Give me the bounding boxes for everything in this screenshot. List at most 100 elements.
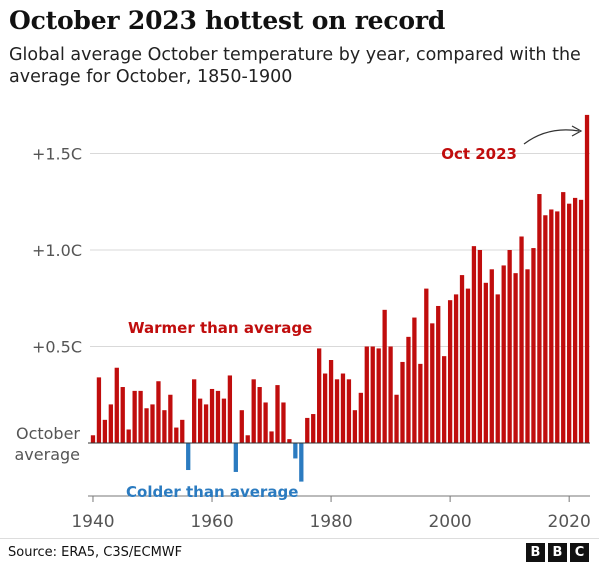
- bar: [186, 443, 191, 471]
- baseline-label-line1: October: [16, 424, 80, 443]
- bar: [263, 402, 268, 443]
- bar: [245, 435, 250, 443]
- x-tick-label: 2000: [428, 512, 471, 532]
- bar: [281, 402, 286, 443]
- bar: [287, 439, 292, 443]
- y-tick-label: +1.0C: [32, 241, 82, 260]
- y-axis-labels: +0.5C +1.0C +1.5C October average: [15, 145, 83, 465]
- bar: [156, 381, 161, 443]
- bar: [126, 429, 131, 443]
- bar: [209, 388, 215, 443]
- bar: [144, 408, 149, 443]
- bar: [346, 379, 352, 443]
- chart-subtitle: Global average October temperature by ye…: [9, 45, 581, 87]
- bar: [501, 265, 506, 443]
- bar: [436, 305, 441, 443]
- x-tick-label: 1980: [309, 512, 352, 532]
- bar: [388, 346, 393, 443]
- bar: [370, 346, 375, 443]
- bbc-logo-letter: C: [570, 543, 589, 562]
- bar: [239, 410, 244, 443]
- bar: [90, 435, 96, 443]
- bar: [340, 373, 346, 443]
- bar: [221, 398, 227, 443]
- bar: [132, 390, 137, 443]
- bar: [203, 404, 209, 443]
- bar: [138, 390, 143, 443]
- bar: [489, 269, 494, 443]
- bar: [269, 431, 274, 443]
- bar: [150, 404, 155, 443]
- bar: [567, 203, 572, 443]
- bar: [459, 275, 465, 443]
- bar: [275, 385, 280, 443]
- annotations: Warmer than average Colder than average Oc…: [126, 125, 583, 501]
- bar: [394, 394, 399, 443]
- bar: [465, 288, 471, 443]
- bar: [453, 294, 459, 443]
- bar: [406, 336, 411, 443]
- bar: [251, 379, 256, 443]
- warmer-than-average-label: Warmer than average: [128, 319, 312, 337]
- bar: [317, 348, 322, 443]
- bar: [257, 387, 262, 443]
- bar: [531, 248, 536, 443]
- x-tick-label: 1960: [190, 512, 233, 532]
- bar: [168, 394, 173, 443]
- chart-title: October 2023 hottest on record: [9, 6, 446, 35]
- gridlines: [90, 153, 590, 347]
- bar: [108, 404, 113, 443]
- bar: [102, 419, 108, 443]
- bbc-logo-letter: B: [526, 543, 545, 562]
- x-axis: 1940 1960 1980 2000 2020: [71, 442, 591, 532]
- bar: [537, 194, 542, 443]
- bar: [495, 294, 500, 443]
- bar: [471, 246, 477, 443]
- bar: [299, 443, 304, 482]
- record-arrowhead: [571, 125, 583, 137]
- bar: [418, 363, 423, 443]
- bar: [376, 348, 381, 443]
- bar: [572, 197, 578, 443]
- record-year-label: Oct 2023: [441, 145, 517, 163]
- bar: [549, 209, 554, 443]
- bar: [358, 392, 363, 443]
- bar: [334, 379, 340, 443]
- bar: [305, 417, 310, 443]
- bar: [447, 300, 453, 443]
- bar: [293, 443, 298, 459]
- bar: [442, 356, 447, 443]
- bar: [513, 273, 518, 443]
- x-tick-label: 1940: [71, 512, 114, 532]
- x-tick-label: 2020: [548, 512, 591, 532]
- bar: [192, 379, 197, 443]
- bar: [400, 361, 405, 443]
- bar: [311, 414, 316, 443]
- bar: [215, 390, 221, 443]
- bar: [174, 427, 179, 443]
- bar: [382, 309, 387, 443]
- bar: [197, 398, 203, 443]
- bar: [430, 323, 435, 443]
- colder-than-average-label: Colder than average: [126, 483, 298, 501]
- bar: [561, 192, 566, 443]
- bar: [412, 317, 417, 443]
- baseline-label-line2: average: [15, 445, 81, 464]
- bbc-logo: B B C: [526, 543, 589, 562]
- bar: [180, 419, 185, 443]
- bar: [114, 367, 119, 443]
- bar: [483, 282, 488, 443]
- source-credit: Source: ERA5, C3S/ECMWF: [8, 545, 183, 560]
- footer-divider: [0, 538, 599, 539]
- bar: [162, 410, 167, 443]
- bar: [233, 443, 238, 472]
- bar: [120, 387, 125, 443]
- bar: [543, 215, 548, 443]
- bar: [227, 375, 233, 443]
- bar: [352, 410, 358, 443]
- bar: [328, 360, 334, 443]
- bar: [322, 373, 328, 443]
- y-tick-label: +1.5C: [32, 145, 82, 164]
- bar: [424, 288, 429, 443]
